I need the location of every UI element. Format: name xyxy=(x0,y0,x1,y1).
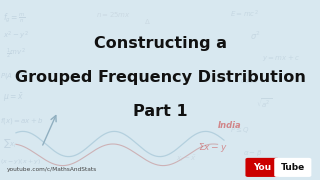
Text: $P(A \cup B)$: $P(A \cup B)$ xyxy=(0,71,28,81)
Text: $\Sigma x - y$: $\Sigma x - y$ xyxy=(198,141,228,154)
Text: Tube: Tube xyxy=(281,163,305,172)
Text: $f_g = \frac{m}{n}$: $f_g = \frac{m}{n}$ xyxy=(3,12,26,24)
Text: $E = mc^2$: $E = mc^2$ xyxy=(230,9,259,20)
Text: $\Delta$: $\Delta$ xyxy=(144,17,151,26)
Text: $\sigma^2$: $\sigma^2$ xyxy=(250,30,260,42)
Text: $y=mx+c$: $y=mx+c$ xyxy=(262,53,300,63)
Text: $P \leq Q$: $P \leq Q$ xyxy=(230,125,251,135)
Text: $\sum x_i$: $\sum x_i$ xyxy=(3,138,17,150)
Text: $\mu = \bar{x}$: $\mu = \bar{x}$ xyxy=(3,91,24,104)
Text: $\sqrt{a^2}$: $\sqrt{a^2}$ xyxy=(256,97,272,111)
Text: youtube.com/c/MathsAndStats: youtube.com/c/MathsAndStats xyxy=(6,167,97,172)
Text: $n = 25mx$: $n = 25mx$ xyxy=(96,10,131,19)
Text: $(x-y)(x+y)$: $(x-y)(x+y)$ xyxy=(0,158,41,166)
FancyBboxPatch shape xyxy=(245,158,279,177)
Text: India: India xyxy=(218,122,241,130)
Text: $f(x)=ax+b$: $f(x)=ax+b$ xyxy=(0,116,44,126)
Text: $\cos\theta$: $\cos\theta$ xyxy=(240,76,259,86)
Text: Grouped Frequency Distribution: Grouped Frequency Distribution xyxy=(15,70,305,85)
Text: Part 1: Part 1 xyxy=(133,104,187,119)
Text: $\alpha - \beta$: $\alpha - \beta$ xyxy=(243,148,263,158)
FancyBboxPatch shape xyxy=(274,158,311,177)
Text: You: You xyxy=(253,163,271,172)
Text: $\frac{1}{2}mv^2$: $\frac{1}{2}mv^2$ xyxy=(6,47,26,61)
Text: Constructing a: Constructing a xyxy=(93,36,227,51)
Text: $x_i - \bar{x}$: $x_i - \bar{x}$ xyxy=(176,153,197,164)
Text: $x^2 - y^2$: $x^2 - y^2$ xyxy=(3,30,29,42)
